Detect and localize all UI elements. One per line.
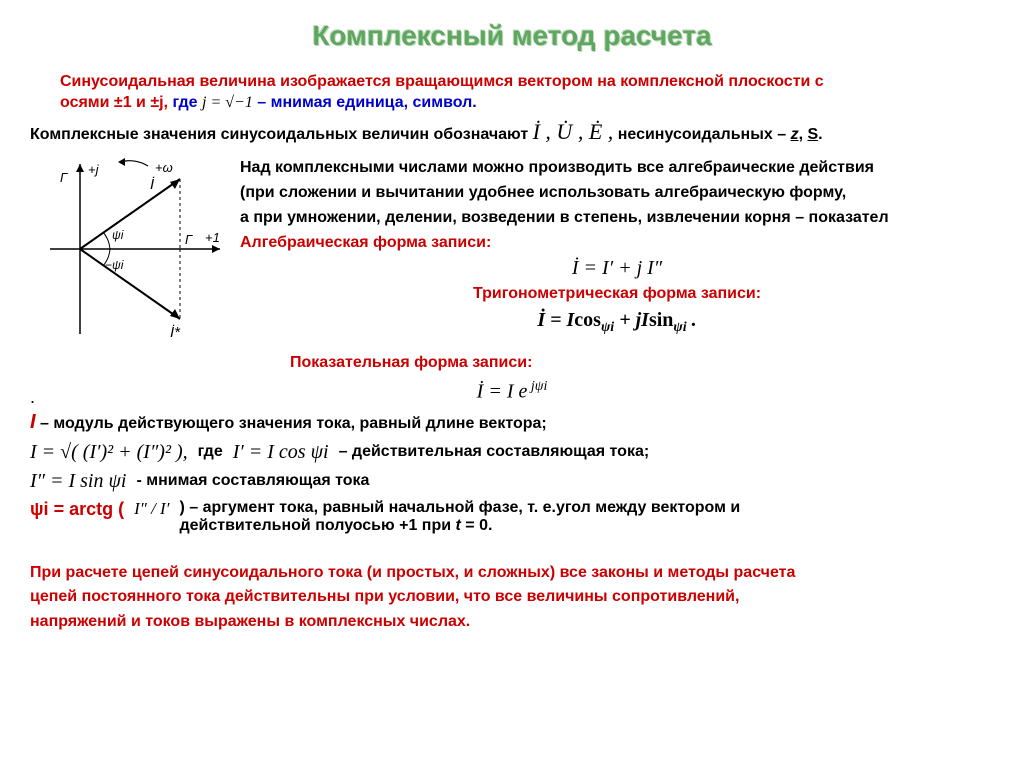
trig-form-label: Тригонометрическая форма записи: bbox=[240, 284, 994, 305]
algebraic-form-label: Алгебраическая форма записи: bbox=[240, 233, 994, 254]
psi-fraction: I″ / I′ bbox=[134, 499, 169, 519]
exp-form-label: Показательная форма записи: bbox=[30, 353, 994, 374]
page-title: Комплексный метод расчета bbox=[30, 20, 994, 52]
nonsinusoidal-label: несинусоидальных – bbox=[618, 126, 786, 143]
operations-line1: Над комплексными числами можно производи… bbox=[240, 158, 994, 179]
operations-line3: а при умножении, делении, возведении в с… bbox=[240, 208, 994, 229]
symbol-z: z bbox=[791, 126, 799, 143]
modulus-formula: I = √( (I′)² + (I″)² ), bbox=[30, 441, 188, 464]
diagram-neg-psi: −ψi bbox=[105, 258, 124, 272]
symbol-s: S bbox=[807, 126, 818, 143]
complex-values-paragraph: Комплексные значения синусоидальных вели… bbox=[30, 118, 994, 147]
I-desc-text: – модуль действующего значения тока, рав… bbox=[40, 415, 547, 432]
intro-axes: осями ±1 и ±j, bbox=[60, 94, 168, 111]
intro-where: где bbox=[172, 94, 197, 111]
real-component-desc: – действительная составляющая тока; bbox=[339, 443, 650, 461]
psi-desc-line2: действительной полуосью +1 при bbox=[179, 517, 455, 534]
complex-values-text: Комплексные значения синусоидальных вели… bbox=[30, 126, 528, 143]
conclusion-line2: цепей постоянного тока действительны при… bbox=[30, 587, 994, 608]
imag-component-formula: I″ = I sin ψi bbox=[30, 470, 126, 493]
operations-line2: (при сложении и вычитании удобнее исполь… bbox=[240, 183, 994, 204]
psi-zero: = 0. bbox=[465, 517, 492, 534]
trig-formula: İ = Icosψi + jIsinψi . bbox=[240, 309, 994, 336]
diagram-I: İ bbox=[150, 176, 155, 193]
algebraic-formula: İ = I′ + j I″ bbox=[240, 257, 994, 280]
intro-paragraph: Синусоидальная величина изображается вра… bbox=[30, 72, 994, 114]
conclusion-line1: При расчете цепей синусоидального тока (… bbox=[30, 563, 994, 584]
real-component-formula: I′ = I cos ψi bbox=[233, 441, 329, 464]
psi-arctg-label: ψi = arctg ( bbox=[30, 499, 124, 520]
dot1: . bbox=[818, 126, 822, 143]
standalone-dot: . bbox=[30, 386, 35, 409]
psi-desc-line1: ) – аргумент тока, равный начальной фазе… bbox=[179, 499, 740, 516]
intro-line1: Синусоидальная величина изображается вра… bbox=[60, 73, 824, 90]
diagram-plus-1: +1 bbox=[205, 230, 220, 245]
svg-text:Г: Г bbox=[185, 232, 193, 247]
j-formula: j = √−1 bbox=[202, 94, 253, 111]
diagram-plus-j: +j bbox=[88, 162, 100, 177]
psi-t-var: t bbox=[456, 517, 461, 534]
imag-formula-row: I″ = I sin ψi - мнимая составляющая тока bbox=[30, 470, 994, 493]
where-label: где bbox=[198, 443, 223, 461]
modulus-description: I – модуль действующего значения тока, р… bbox=[30, 409, 994, 435]
diagram-omega: +ω bbox=[155, 160, 173, 175]
I-symbol: I bbox=[30, 411, 36, 433]
diagram-gamma: Г bbox=[60, 170, 68, 185]
symbols-iue: İ , U̇ , Ė , bbox=[533, 119, 614, 144]
diagram-psi: ψi bbox=[112, 228, 124, 242]
psi-formula-row: ψi = arctg ( I″ / I′ ) – аргумент тока, … bbox=[30, 499, 994, 535]
exp-formula: İ = I e jψi bbox=[30, 378, 994, 405]
imag-component-desc: - мнимая составляющая тока bbox=[136, 472, 369, 490]
imaginary-unit-label: – мнимая единица, символ. bbox=[257, 94, 476, 111]
conclusion-line3: напряжений и токов выражены в комплексны… bbox=[30, 612, 994, 633]
diagram-I-star: İ* bbox=[170, 324, 181, 341]
complex-plane-diagram: +j +1 +ω İ İ* ψi −ψi Г Г bbox=[30, 154, 230, 349]
modulus-formula-row: I = √( (I′)² + (I″)² ), где I′ = I cos ψ… bbox=[30, 441, 994, 464]
